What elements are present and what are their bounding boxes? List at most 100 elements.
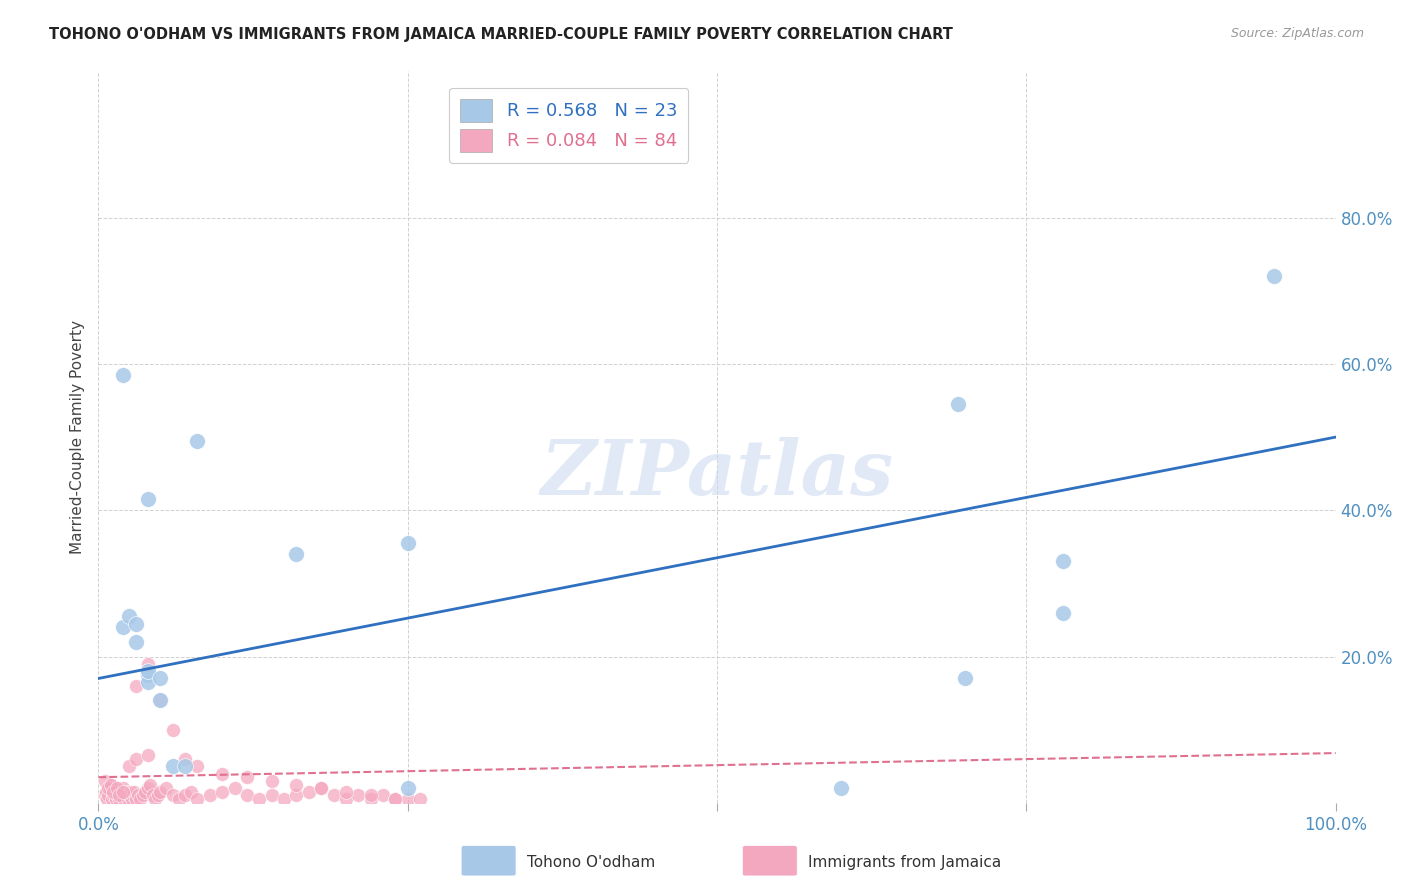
Point	[93, 789, 115, 803]
Point	[285, 789, 308, 803]
Point	[124, 752, 146, 766]
Point	[136, 675, 159, 690]
Point	[98, 781, 121, 796]
Point	[122, 789, 145, 803]
Point	[396, 781, 419, 796]
Point	[186, 792, 208, 806]
Point	[136, 781, 159, 796]
Point	[139, 778, 162, 792]
Point	[110, 789, 132, 803]
Point	[96, 792, 118, 806]
Point	[335, 792, 357, 806]
Point	[104, 792, 127, 806]
Point	[198, 789, 221, 803]
Point	[124, 635, 146, 649]
Point	[1052, 554, 1074, 568]
Point	[124, 792, 146, 806]
Point	[830, 781, 852, 796]
Point	[136, 492, 159, 507]
Text: Immigrants from Jamaica: Immigrants from Jamaica	[808, 855, 1001, 870]
Point	[142, 789, 165, 803]
Point	[371, 789, 394, 803]
Point	[103, 789, 125, 803]
Point	[103, 785, 125, 799]
Point	[298, 785, 321, 799]
Point	[143, 792, 166, 806]
Point	[236, 770, 259, 784]
Point	[136, 748, 159, 763]
Point	[162, 789, 184, 803]
Text: TOHONO O'ODHAM VS IMMIGRANTS FROM JAMAICA MARRIED-COUPLE FAMILY POVERTY CORRELAT: TOHONO O'ODHAM VS IMMIGRANTS FROM JAMAIC…	[49, 27, 953, 42]
Point	[149, 693, 172, 707]
Point	[322, 789, 344, 803]
Point	[174, 789, 197, 803]
Point	[162, 759, 184, 773]
Point	[186, 759, 208, 773]
Point	[360, 792, 382, 806]
Point	[112, 781, 135, 796]
Point	[396, 792, 419, 806]
Point	[97, 789, 120, 803]
Point	[103, 785, 125, 799]
Text: Source: ZipAtlas.com: Source: ZipAtlas.com	[1230, 27, 1364, 40]
Point	[124, 679, 146, 693]
Point	[186, 434, 208, 448]
Point	[136, 657, 159, 671]
Point	[121, 792, 143, 806]
Point	[127, 789, 149, 803]
Point	[129, 792, 152, 806]
Point	[953, 672, 976, 686]
Point	[384, 792, 406, 806]
Point	[108, 789, 131, 803]
Point	[409, 792, 432, 806]
Point	[134, 785, 156, 799]
Point	[260, 789, 283, 803]
Point	[149, 672, 172, 686]
Point	[100, 778, 122, 792]
Point	[384, 792, 406, 806]
Point	[118, 789, 141, 803]
Point	[396, 536, 419, 550]
Point	[347, 789, 370, 803]
Point	[335, 785, 357, 799]
Legend: R = 0.568   N = 23, R = 0.084   N = 84: R = 0.568 N = 23, R = 0.084 N = 84	[449, 87, 688, 163]
Point	[105, 789, 128, 803]
Text: ZIPatlas: ZIPatlas	[540, 437, 894, 510]
Point	[1263, 269, 1285, 284]
Point	[309, 781, 332, 796]
Point	[118, 609, 141, 624]
Point	[112, 368, 135, 382]
Point	[149, 785, 172, 799]
Text: Tohono O'odham: Tohono O'odham	[527, 855, 655, 870]
Point	[114, 789, 136, 803]
Point	[124, 785, 146, 799]
Point	[167, 792, 190, 806]
Point	[94, 785, 117, 799]
Point	[174, 759, 197, 773]
Point	[124, 616, 146, 631]
Point	[180, 785, 202, 799]
Point	[285, 547, 308, 561]
Point	[120, 785, 142, 799]
Point	[118, 759, 141, 773]
Y-axis label: Married-Couple Family Poverty: Married-Couple Family Poverty	[69, 320, 84, 554]
Point	[146, 789, 169, 803]
Point	[260, 773, 283, 788]
Point	[115, 785, 138, 799]
Point	[112, 792, 135, 806]
Point	[100, 778, 122, 792]
Point	[155, 781, 177, 796]
Point	[285, 778, 308, 792]
Point	[360, 789, 382, 803]
Point	[309, 781, 332, 796]
Point	[273, 792, 295, 806]
Point	[132, 789, 155, 803]
Point	[174, 752, 197, 766]
Point	[136, 664, 159, 678]
Point	[101, 792, 124, 806]
Point	[1052, 606, 1074, 620]
Point	[93, 773, 115, 788]
Point	[162, 723, 184, 737]
Point	[117, 792, 139, 806]
Point	[136, 667, 159, 681]
